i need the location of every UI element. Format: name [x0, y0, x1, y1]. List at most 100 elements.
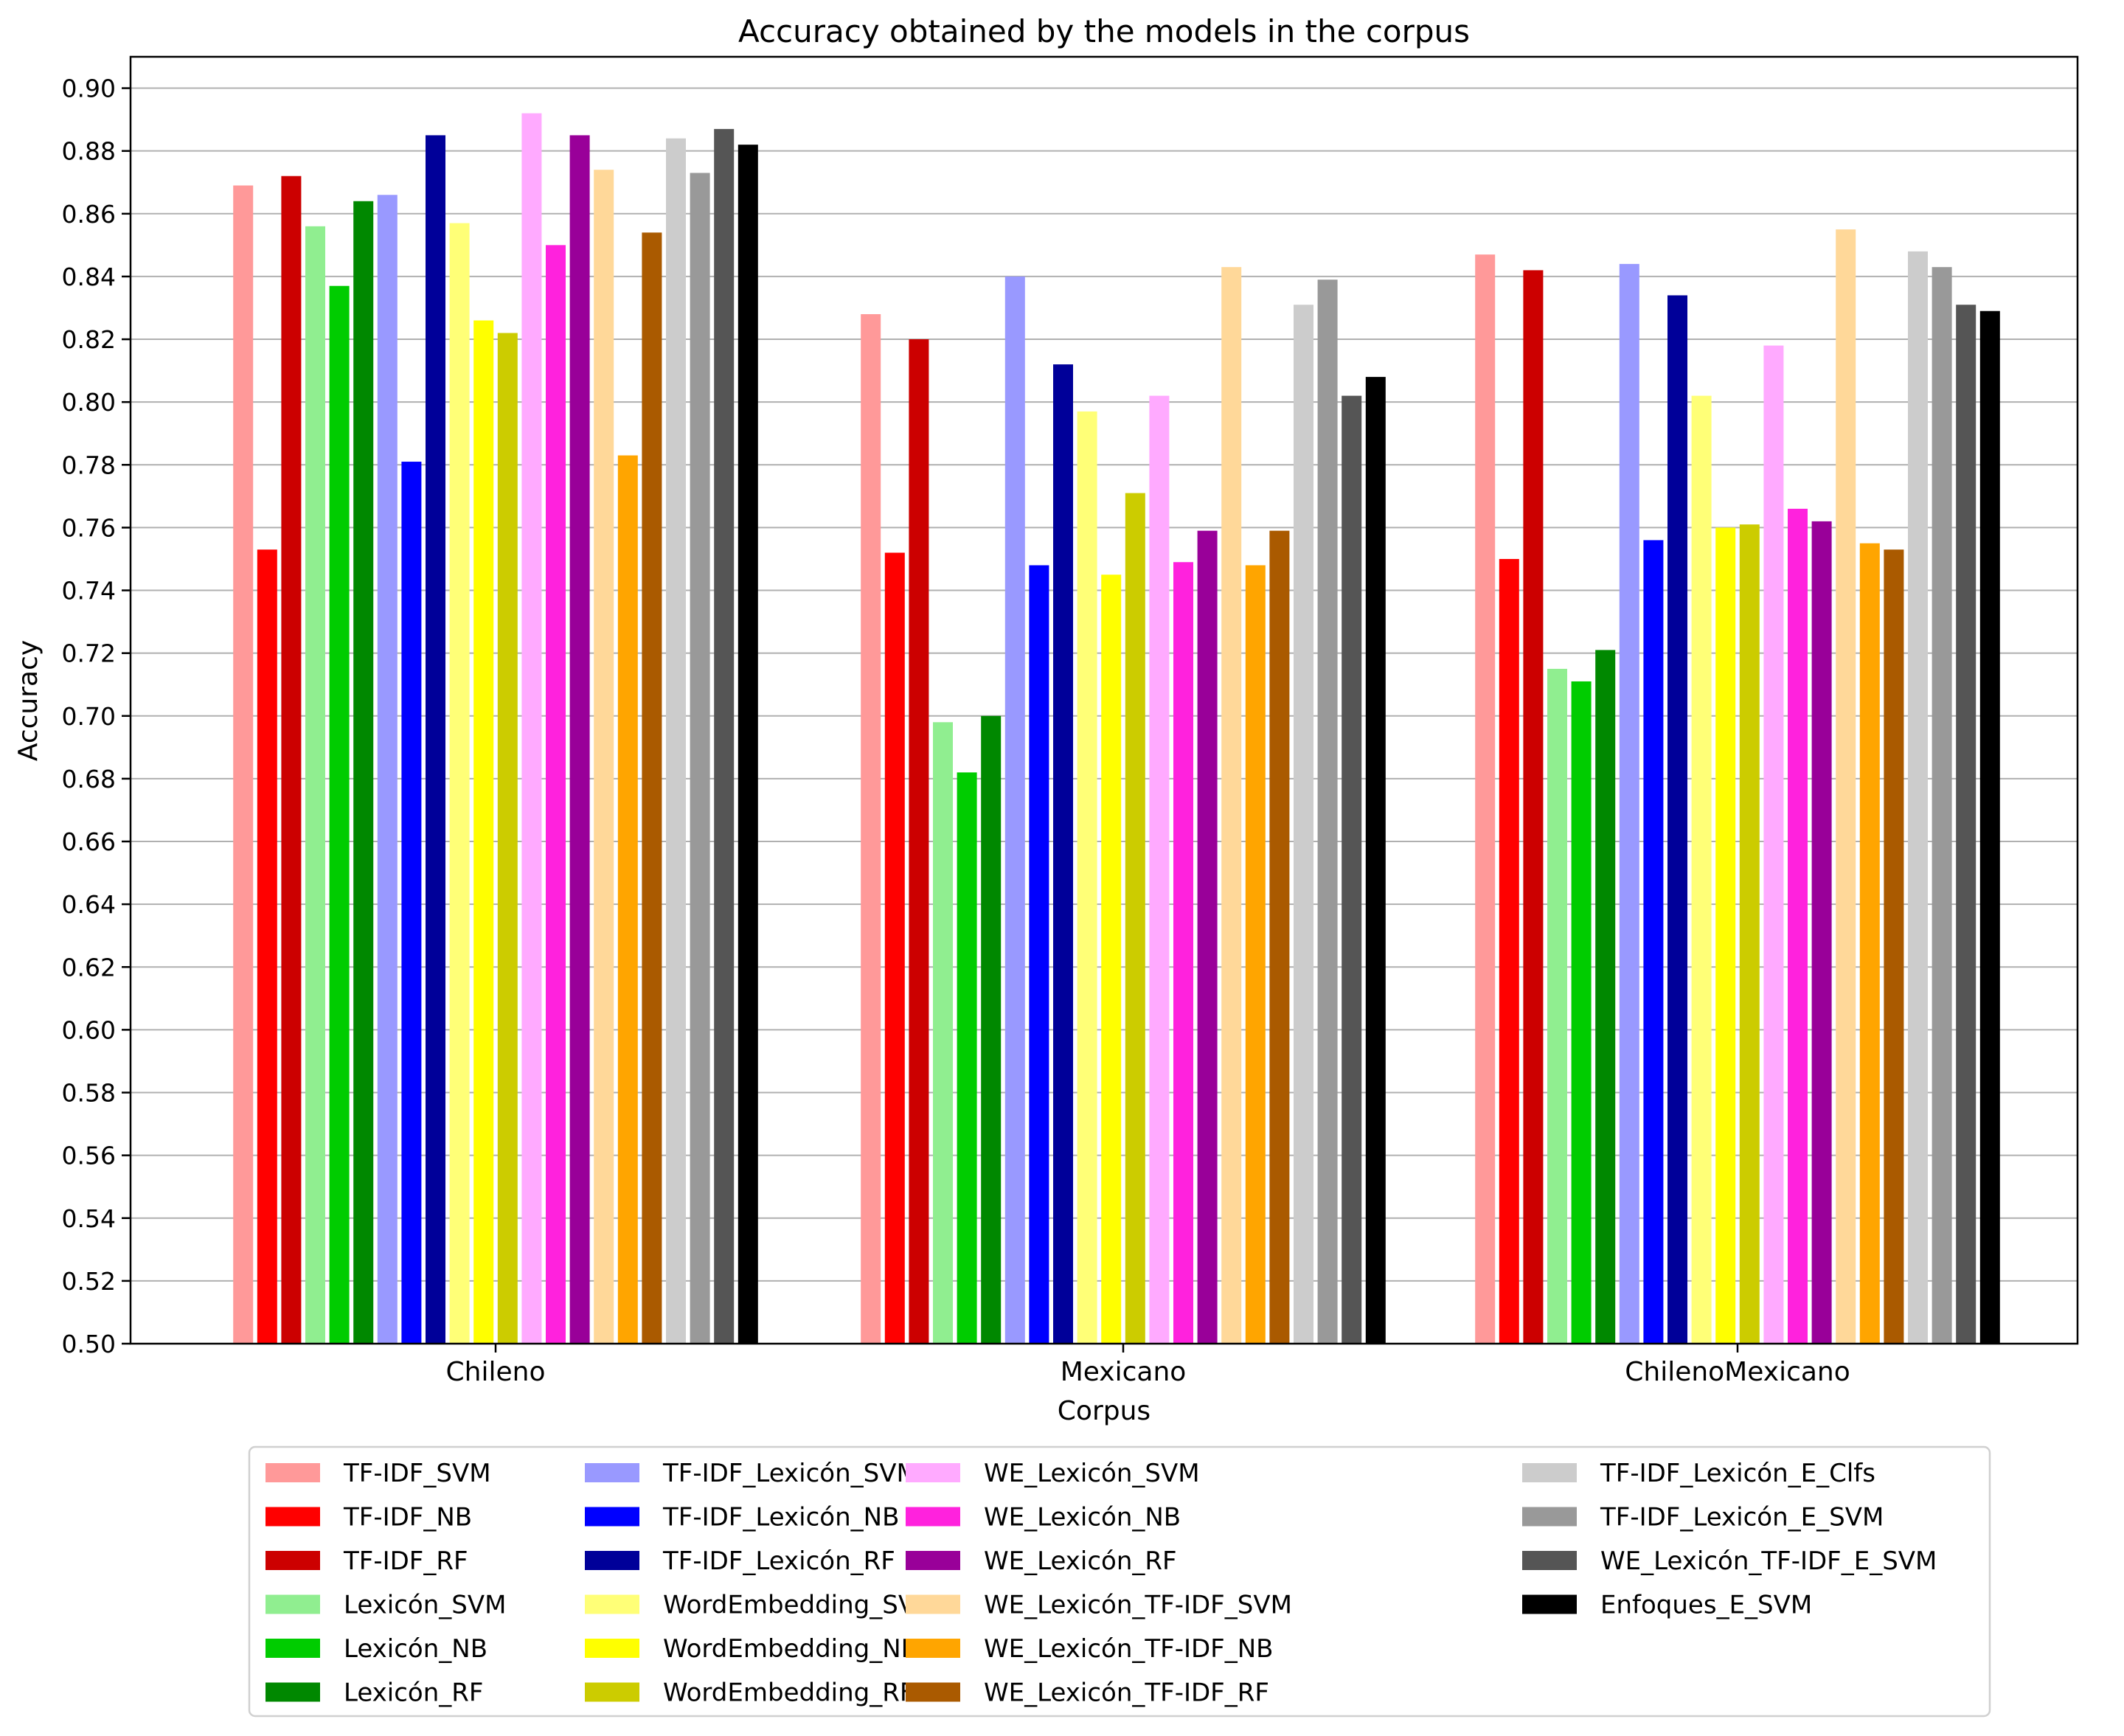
- legend-label: WE_Lexicón_TF-IDF_NB: [984, 1634, 1274, 1664]
- legend-label: Lexicón_RF: [344, 1678, 483, 1708]
- bar: [1595, 650, 1616, 1344]
- bar: [1221, 267, 1242, 1344]
- bar: [1317, 280, 1338, 1344]
- bar: [1499, 558, 1519, 1344]
- bar: [281, 176, 302, 1344]
- legend-swatch: [1522, 1551, 1577, 1570]
- legend-label: TF-IDF_Lexicón_RF: [662, 1546, 895, 1576]
- y-tick-label: 0.88: [62, 137, 116, 166]
- bar: [1908, 251, 1928, 1344]
- bar: [981, 715, 1002, 1344]
- legend-swatch: [906, 1507, 960, 1527]
- legend-swatch: [266, 1639, 320, 1658]
- bar: [714, 128, 735, 1344]
- legend-label: WE_Lexicón_NB: [984, 1503, 1181, 1532]
- legend-label: TF-IDF_Lexicón_NB: [662, 1503, 899, 1532]
- bar: [401, 462, 422, 1344]
- bar: [1077, 411, 1097, 1344]
- bar: [1173, 562, 1193, 1344]
- y-tick-label: 0.70: [62, 702, 116, 731]
- bar: [1365, 377, 1386, 1344]
- bar: [497, 333, 518, 1344]
- x-tick-label: ChilenoMexicano: [1625, 1357, 1850, 1387]
- legend-swatch: [585, 1594, 639, 1614]
- bar: [426, 135, 445, 1344]
- legend-label: WE_Lexicón_TF-IDF_RF: [984, 1678, 1269, 1708]
- bar: [569, 135, 590, 1344]
- legend-label: WE_Lexicón_TF-IDF_E_SVM: [1600, 1546, 1937, 1576]
- bar: [233, 185, 254, 1344]
- bar: [1149, 395, 1170, 1344]
- y-tick-label: 0.62: [62, 953, 116, 982]
- y-axis-label: Accuracy: [13, 640, 44, 761]
- x-axis-label: Corpus: [1058, 1396, 1150, 1426]
- legend-swatch: [1522, 1507, 1577, 1527]
- legend-label: Enfoques_E_SVM: [1600, 1591, 1812, 1620]
- y-tick-label: 0.84: [62, 263, 116, 291]
- bar: [909, 339, 929, 1344]
- bar: [1667, 295, 1687, 1344]
- bar: [1197, 530, 1218, 1344]
- legend-label: WordEmbedding_NB: [663, 1634, 918, 1664]
- bar: [884, 552, 905, 1344]
- bar: [957, 772, 977, 1344]
- legend-label: TF-IDF_RF: [343, 1546, 468, 1576]
- y-tick-label: 0.52: [62, 1267, 116, 1296]
- legend-swatch: [906, 1639, 960, 1658]
- bar: [1739, 524, 1760, 1344]
- legend-swatch: [585, 1682, 639, 1702]
- bar: [1294, 305, 1313, 1344]
- plot-area: [129, 55, 2079, 1345]
- bar: [1523, 270, 1544, 1344]
- legend-label: TF-IDF_Lexicón_E_SVM: [1600, 1503, 1884, 1532]
- legend-label: TF-IDF_NB: [343, 1503, 472, 1532]
- y-tick-label: 0.72: [62, 639, 116, 668]
- bar: [305, 226, 325, 1344]
- bar: [1979, 310, 2000, 1344]
- y-tick-label: 0.82: [62, 325, 116, 354]
- legend-swatch: [266, 1463, 320, 1482]
- bar: [1101, 574, 1122, 1344]
- legend-label: Lexicón_SVM: [344, 1591, 506, 1620]
- y-tick-label: 0.54: [62, 1204, 116, 1233]
- y-tick-label: 0.80: [62, 388, 116, 417]
- y-tick-label: 0.74: [62, 577, 116, 605]
- y-tick-label: 0.86: [62, 200, 116, 229]
- legend-swatch: [585, 1463, 639, 1482]
- bar: [642, 232, 662, 1344]
- bar: [1342, 395, 1362, 1344]
- bar: [666, 138, 686, 1344]
- legend-label: TF-IDF_SVM: [343, 1459, 491, 1488]
- legend-swatch: [585, 1639, 639, 1658]
- x-tick-label: Chileno: [446, 1357, 546, 1387]
- bar: [353, 201, 374, 1344]
- legend-swatch: [266, 1682, 320, 1702]
- bar: [1571, 681, 1592, 1344]
- legend-label: WordEmbedding_RF: [663, 1678, 914, 1708]
- y-tick-label: 0.90: [62, 74, 116, 103]
- bar: [1029, 565, 1049, 1344]
- y-tick-label: 0.64: [62, 890, 116, 919]
- bar: [1691, 395, 1712, 1344]
- legend-label: TF-IDF_Lexicón_E_Clfs: [1600, 1459, 1875, 1488]
- bar: [1932, 267, 1952, 1344]
- bar: [1004, 276, 1025, 1344]
- legend-swatch: [585, 1507, 639, 1527]
- y-tick-label: 0.78: [62, 451, 116, 479]
- y-tick-label: 0.58: [62, 1079, 116, 1108]
- bar: [1643, 540, 1664, 1344]
- y-tick-label: 0.60: [62, 1015, 116, 1044]
- x-tick-label: Mexicano: [1061, 1357, 1187, 1387]
- bar: [1788, 508, 1808, 1344]
- bar: [594, 170, 614, 1344]
- bar: [617, 455, 638, 1344]
- bar: [1053, 364, 1073, 1344]
- y-tick-label: 0.66: [62, 827, 116, 856]
- chart-title: Accuracy obtained by the models in the c…: [738, 13, 1470, 49]
- bar: [257, 549, 277, 1344]
- y-tick-label: 0.50: [62, 1330, 116, 1358]
- legend-swatch: [1522, 1463, 1577, 1482]
- bar: [1269, 530, 1290, 1344]
